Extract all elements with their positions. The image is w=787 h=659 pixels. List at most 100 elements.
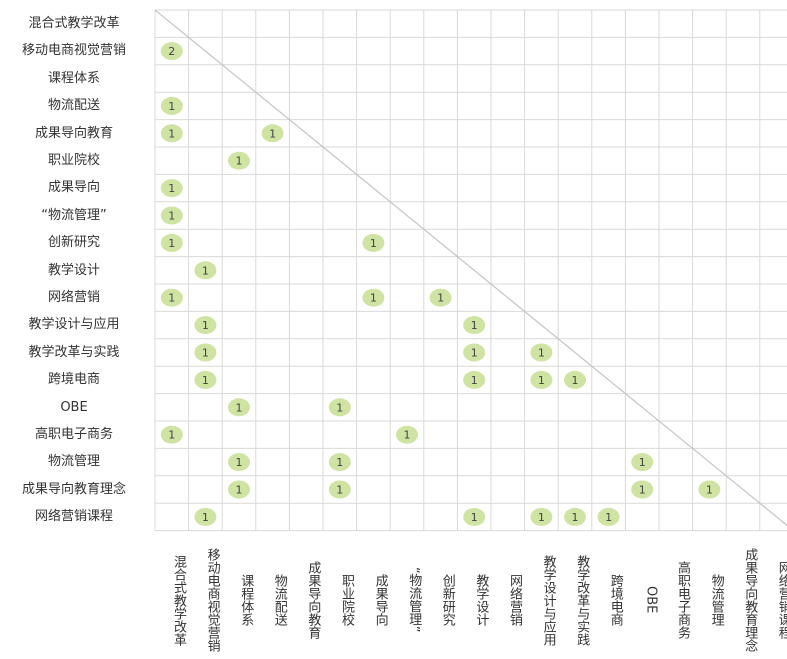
row-label: 成果导向教育 [34, 125, 113, 141]
row-label: 教学改革与实践 [28, 344, 120, 360]
bubble-shape [228, 398, 250, 417]
cell-bubble: 1 [698, 480, 721, 499]
bubble-value: 1 [168, 127, 175, 140]
cell-bubble: 1 [160, 206, 183, 225]
bubble-shape [396, 425, 418, 444]
cell-bubble: 1 [194, 316, 217, 335]
bubble-shape [228, 453, 250, 472]
cell-bubble: 1 [463, 507, 486, 526]
bubble-value: 1 [471, 511, 478, 524]
column-label: 移动电商视觉营销 [204, 548, 220, 652]
bubble-value: 1 [202, 374, 209, 387]
cell-bubble: 1 [194, 507, 217, 526]
bubble-value: 1 [168, 210, 175, 223]
cell-bubble: 1 [530, 370, 553, 389]
cell-bubble: 2 [160, 42, 183, 61]
bubble-value: 1 [168, 292, 175, 305]
column-label: 物流配送 [271, 574, 287, 626]
bubble-shape [261, 124, 284, 143]
bubble-shape [160, 42, 183, 61]
bubble-value: 2 [168, 45, 175, 58]
cell-bubble: 1 [160, 124, 183, 143]
bubble-shape [194, 370, 217, 389]
bubble-value: 1 [471, 374, 478, 387]
bubble-value: 1 [538, 511, 545, 524]
row-label: “物流管理” [41, 207, 107, 223]
bubble-value: 1 [538, 347, 545, 360]
bubble-value: 1 [336, 456, 343, 469]
bubble-value: 1 [437, 292, 444, 305]
bubble-value: 1 [168, 182, 175, 195]
bubble-value: 1 [370, 292, 377, 305]
row-label: 成果导向 [47, 180, 100, 196]
column-label: 混合式教学改革 [171, 554, 186, 646]
bubble-shape [328, 398, 351, 417]
bubble-shape [194, 316, 217, 335]
bubble-shape [160, 124, 183, 143]
cell-bubble: 1 [530, 507, 553, 526]
column-label: 网络营销课程 [775, 561, 787, 639]
cell-bubble: 1 [463, 316, 486, 335]
bubble-shape [362, 288, 385, 307]
bubble-shape [160, 179, 183, 198]
column-label: 职业院校 [339, 574, 354, 626]
cell-bubble: 1 [194, 370, 217, 389]
bubble-value: 1 [471, 319, 478, 332]
column-label: 教学设计与应用 [540, 554, 556, 646]
cell-bubble: 1 [463, 370, 486, 389]
bubble-shape [328, 453, 351, 472]
column-label: 教学设计 [473, 574, 489, 626]
column-label: 成果导向教育 [305, 561, 321, 639]
cell-bubble: 1 [160, 179, 183, 198]
cell-bubble: 1 [362, 288, 385, 307]
bubble-value: 1 [269, 127, 276, 140]
row-label: 物流配送 [47, 98, 100, 114]
column-label: 成果导向 [372, 574, 388, 626]
cell-bubble: 1 [261, 124, 284, 143]
cell-bubble: 1 [228, 151, 250, 170]
bubble-value: 1 [471, 347, 478, 360]
column-label: OBE [643, 586, 659, 614]
cell-bubble: 1 [564, 370, 586, 389]
cell-bubble: 1 [631, 480, 654, 499]
bubble-shape [328, 480, 351, 499]
bubble-shape [564, 370, 586, 389]
bubble-value: 1 [168, 237, 175, 250]
bubble-shape [597, 507, 620, 526]
column-label: 教学改革与实践 [574, 554, 590, 646]
bubble-shape [160, 233, 183, 252]
cell-bubble: 1 [564, 507, 586, 526]
bubble-shape [160, 206, 183, 225]
column-label: 跨境电商 [607, 574, 623, 626]
column-label: 高职电子商务 [675, 561, 690, 639]
bubble-shape [530, 370, 553, 389]
bubble-value: 1 [202, 264, 209, 277]
row-label: 跨境电商 [47, 372, 100, 388]
row-label: 成果导向教育理念 [21, 481, 126, 497]
column-label: 网络营销 [507, 574, 522, 626]
bubble-shape [160, 425, 183, 444]
bubble-shape [194, 507, 217, 526]
bubble-shape [228, 151, 250, 170]
bubble-value: 1 [404, 429, 411, 442]
row-label: 高职电子商务 [34, 427, 113, 442]
bubble-value: 1 [370, 237, 377, 250]
bubble-value: 1 [639, 484, 646, 497]
cell-bubble: 1 [530, 343, 553, 362]
bubble-value: 1 [706, 484, 713, 497]
cell-bubble: 1 [396, 425, 418, 444]
bubble-shape [631, 480, 654, 499]
cell-bubble: 1 [328, 453, 351, 472]
bubble-value: 1 [605, 511, 612, 524]
bubble-shape [362, 233, 385, 252]
row-label: OBE [60, 399, 88, 415]
column-label: 课程体系 [238, 574, 254, 626]
row-label: 移动电商视觉营销 [21, 43, 126, 59]
bubble-shape [194, 261, 217, 280]
cell-bubble: 1 [160, 425, 183, 444]
cell-bubble: 1 [228, 480, 250, 499]
bubble-value: 1 [538, 374, 545, 387]
cell-bubble: 1 [194, 343, 217, 362]
column-label: “物流管理” [406, 567, 422, 633]
